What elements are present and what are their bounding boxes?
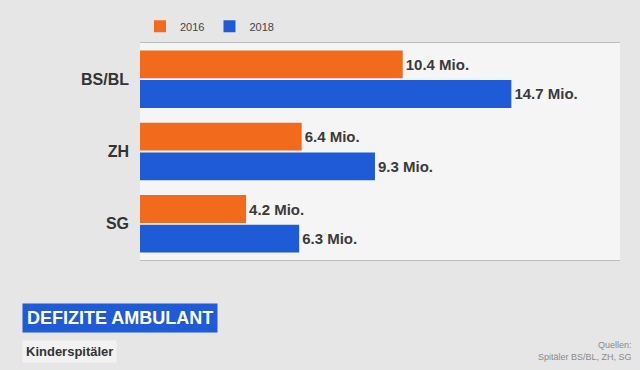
svg-text:2018: 2018	[249, 21, 273, 33]
svg-text:Quellen:Spitäler BS/BL, ZH, SG: Quellen:Spitäler BS/BL, ZH, SG	[538, 340, 632, 362]
svg-text:6.3 Mio.: 6.3 Mio.	[302, 230, 357, 247]
svg-text:14.7 Mio.: 14.7 Mio.	[514, 85, 577, 102]
svg-text:SG: SG	[106, 215, 129, 232]
svg-text:4.2 Mio.: 4.2 Mio.	[249, 201, 304, 218]
svg-text:9.3 Mio.: 9.3 Mio.	[378, 158, 433, 175]
svg-text:DEFIZITE AMBULANT: DEFIZITE AMBULANT	[27, 308, 213, 328]
svg-text:ZH: ZH	[108, 143, 129, 160]
svg-text:2016: 2016	[180, 21, 204, 33]
svg-text:Kinderspitäler: Kinderspitäler	[26, 344, 113, 359]
svg-text:6.4 Mio.: 6.4 Mio.	[305, 128, 360, 145]
svg-text:10.4 Mio.: 10.4 Mio.	[406, 56, 469, 73]
svg-text:BS/BL: BS/BL	[81, 71, 129, 88]
